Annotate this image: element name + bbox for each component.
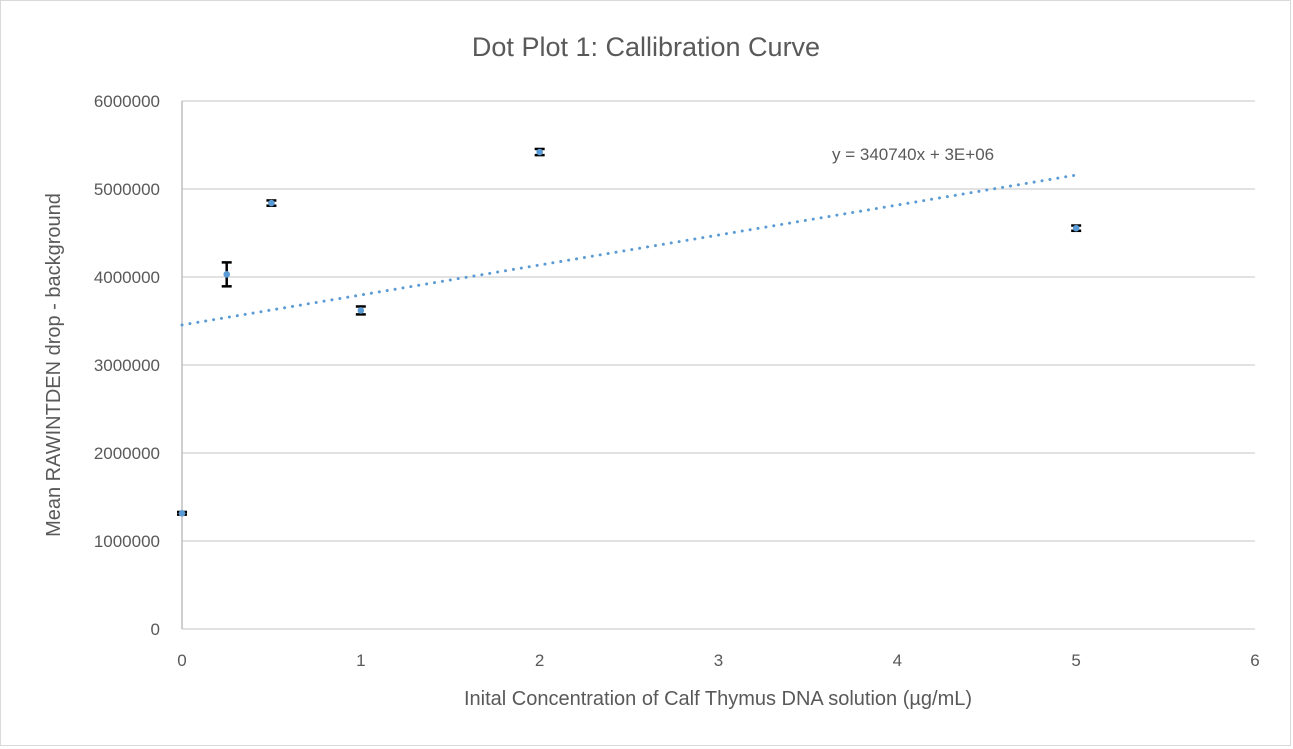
y-tick-label: 3000000	[94, 356, 160, 375]
data-point	[266, 199, 277, 207]
x-tick-label: 6	[1250, 651, 1259, 670]
y-tick-label: 4000000	[94, 268, 160, 287]
x-axis-label: Inital Concentration of Calf Thymus DNA …	[464, 688, 972, 710]
y-tick-label: 0	[151, 620, 160, 639]
marker	[223, 271, 231, 278]
y-tick-label: 5000000	[94, 180, 160, 199]
data-point	[177, 509, 187, 517]
x-tick-label: 5	[1071, 651, 1080, 670]
trendline-equation: y = 340740x + 3E+06	[832, 145, 994, 164]
x-tick-label: 2	[535, 651, 544, 670]
marker	[268, 199, 275, 207]
y-tick-label: 2000000	[94, 444, 160, 463]
marker	[178, 509, 186, 517]
data-point	[355, 305, 366, 316]
x-tick-label: 3	[714, 651, 723, 670]
marker	[536, 148, 543, 156]
y-tick-label: 6000000	[94, 92, 160, 111]
trendline	[180, 173, 1078, 327]
x-tick-label: 4	[893, 651, 902, 670]
chart-title: Dot Plot 1: Callibration Curve	[472, 32, 820, 62]
x-tick-label: 1	[356, 651, 365, 670]
y-axis-label: Mean RAWINTDEN drop - background	[43, 193, 65, 537]
marker	[357, 307, 365, 314]
data-point	[534, 147, 545, 157]
data-point	[221, 261, 232, 288]
marker	[1072, 224, 1080, 232]
x-tick-label: 0	[177, 651, 186, 670]
y-tick-label: 1000000	[94, 532, 160, 551]
data-point	[1071, 224, 1082, 233]
